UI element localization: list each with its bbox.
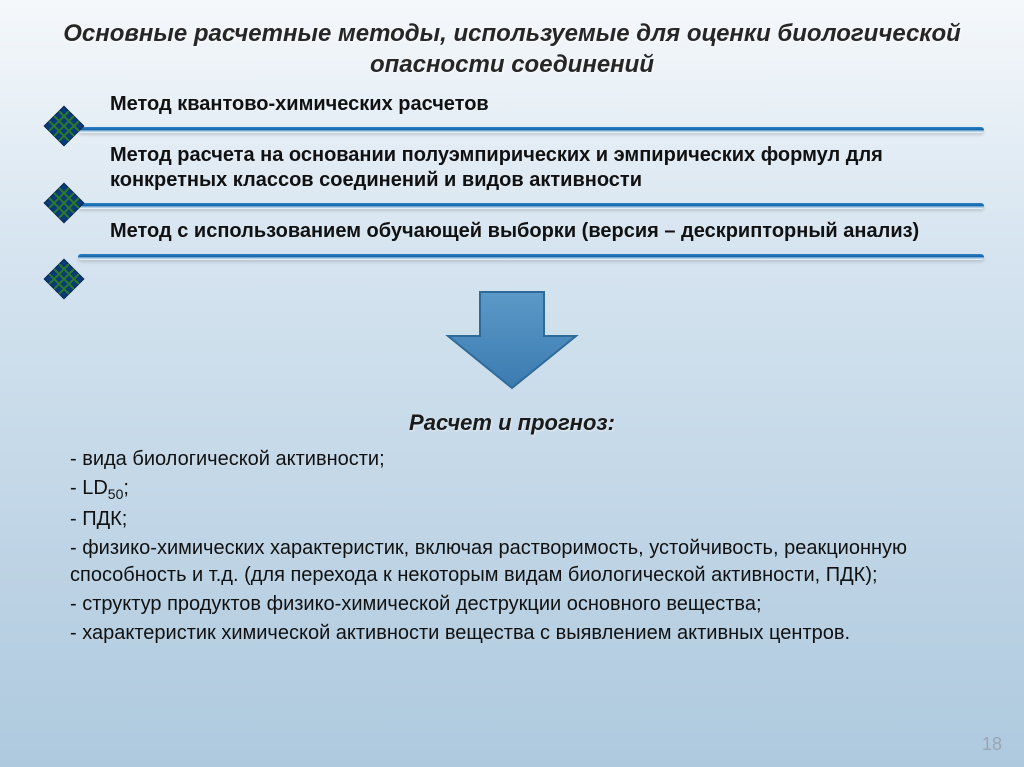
bullet-item: - физико-химических характеристик, включ… (70, 535, 984, 589)
page-number: 18 (982, 734, 1002, 755)
slide-title: Основные расчетные методы, используемые … (0, 0, 1024, 88)
bullet-list: - вида биологической активности; - LD50;… (0, 446, 1024, 647)
down-arrow-icon (442, 284, 582, 394)
method-text: Метод с использованием обучающей выборки… (50, 215, 984, 254)
section-subtitle: Расчет и прогноз: (0, 410, 1024, 436)
method-text: Метод квантово-химических расчетов (50, 88, 984, 127)
method-text: Метод расчета на основании полуэмпиричес… (50, 139, 984, 203)
bullet-item: - характеристик химической активности ве… (70, 620, 984, 647)
down-arrow-container (0, 266, 1024, 404)
method-underline (78, 127, 984, 133)
bullet-item: - LD50; (70, 475, 984, 504)
bullet-item: - структур продуктов физико-химической д… (70, 591, 984, 618)
bullet-item: - ПДК; (70, 506, 984, 533)
method-underline (78, 254, 984, 260)
bullet-item: - вида биологической активности; (70, 446, 984, 473)
method-item: Метод с использованием обучающей выборки… (50, 215, 984, 260)
method-underline (78, 203, 984, 209)
method-item: Метод квантово-химических расчетов (50, 88, 984, 133)
method-item: Метод расчета на основании полуэмпиричес… (50, 139, 984, 209)
methods-list: Метод квантово-химических расчетов Метод… (0, 88, 1024, 260)
